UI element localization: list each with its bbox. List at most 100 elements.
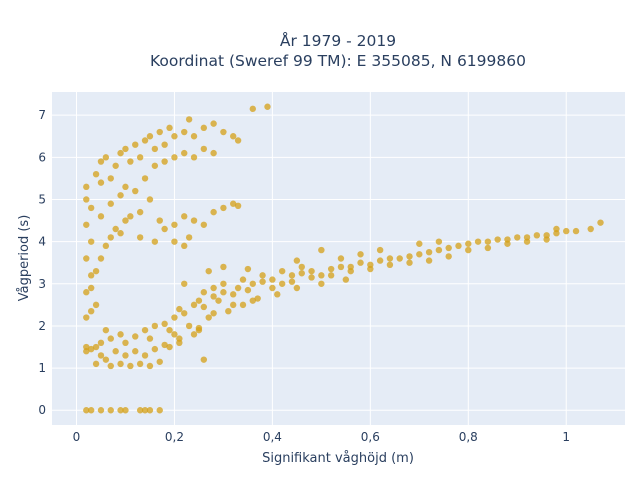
data-point <box>161 225 168 233</box>
y-tick-label: 1 <box>38 361 46 375</box>
data-point <box>127 158 134 165</box>
data-point <box>288 278 296 285</box>
data-point <box>200 124 208 132</box>
data-point <box>308 267 315 275</box>
x-tick-label: 0,2 <box>165 430 184 444</box>
data-point <box>278 267 286 275</box>
data-point <box>195 324 203 332</box>
data-point <box>195 297 203 304</box>
data-point <box>122 407 129 414</box>
y-tick-label: 6 <box>38 150 46 164</box>
data-point <box>474 238 482 245</box>
data-point <box>185 234 193 241</box>
data-point <box>597 219 604 226</box>
data-point <box>146 362 154 370</box>
data-point <box>146 335 154 342</box>
data-point <box>83 314 90 321</box>
data-point <box>357 259 364 266</box>
data-point <box>92 301 100 309</box>
data-point <box>107 200 114 207</box>
data-point <box>97 255 105 262</box>
data-point <box>181 213 188 220</box>
data-point <box>112 162 119 169</box>
data-point <box>210 293 217 300</box>
data-point <box>190 301 198 309</box>
y-tick-label: 4 <box>38 235 46 249</box>
data-point <box>87 307 95 315</box>
data-point <box>205 267 212 275</box>
data-point <box>97 213 105 220</box>
data-point <box>97 179 105 186</box>
data-point <box>572 227 580 235</box>
data-point <box>102 154 110 161</box>
data-point <box>386 261 394 269</box>
data-point <box>425 248 433 256</box>
data-point <box>254 295 261 302</box>
data-point <box>151 322 159 330</box>
data-point <box>234 284 242 292</box>
data-point <box>220 280 227 287</box>
data-point <box>264 103 271 110</box>
data-point <box>416 240 423 247</box>
data-point <box>298 263 305 271</box>
data-point <box>132 333 139 340</box>
data-point <box>117 407 124 414</box>
data-point <box>205 314 212 321</box>
data-point <box>190 133 198 140</box>
data-point <box>347 267 354 275</box>
data-point <box>239 276 247 283</box>
data-point <box>293 257 301 264</box>
data-point <box>83 255 90 262</box>
x-tick-label: 0,8 <box>459 430 478 444</box>
data-point <box>151 162 159 169</box>
data-point <box>342 276 350 283</box>
data-point <box>176 339 183 347</box>
data-point <box>533 232 541 239</box>
data-point <box>445 253 452 260</box>
data-point <box>327 272 335 279</box>
data-point <box>161 158 168 165</box>
data-point <box>523 238 531 245</box>
data-point <box>200 289 208 296</box>
data-point <box>200 221 208 228</box>
data-point <box>151 345 159 353</box>
data-point <box>87 204 95 212</box>
data-point <box>171 133 178 140</box>
data-point <box>92 360 100 368</box>
data-point <box>161 320 168 328</box>
data-point <box>102 242 110 250</box>
data-point <box>406 259 413 266</box>
data-point <box>117 192 124 199</box>
data-point <box>156 358 163 365</box>
data-point <box>161 141 168 148</box>
data-point <box>230 301 237 309</box>
data-point <box>293 284 301 292</box>
data-point <box>244 265 252 273</box>
data-point <box>288 272 296 279</box>
data-point <box>132 141 139 148</box>
data-point <box>92 170 100 178</box>
data-point <box>425 257 433 264</box>
data-point <box>210 310 217 317</box>
data-point <box>220 128 227 136</box>
data-point <box>445 244 452 252</box>
data-point <box>337 263 345 271</box>
data-point <box>151 238 159 245</box>
data-point <box>553 225 560 233</box>
data-point <box>156 128 163 136</box>
data-point <box>337 255 345 262</box>
x-tick-label: 0 <box>73 430 81 444</box>
x-axis-title: Signifikant våghöjd (m) <box>262 451 414 466</box>
data-point <box>146 407 154 414</box>
data-point <box>239 301 247 309</box>
data-point <box>117 331 124 338</box>
data-point <box>386 255 394 262</box>
data-point <box>210 284 217 292</box>
data-point <box>269 284 276 292</box>
data-point <box>376 257 384 264</box>
data-point <box>141 175 149 182</box>
data-point <box>107 335 114 342</box>
data-point <box>141 407 149 414</box>
data-point <box>244 286 252 294</box>
